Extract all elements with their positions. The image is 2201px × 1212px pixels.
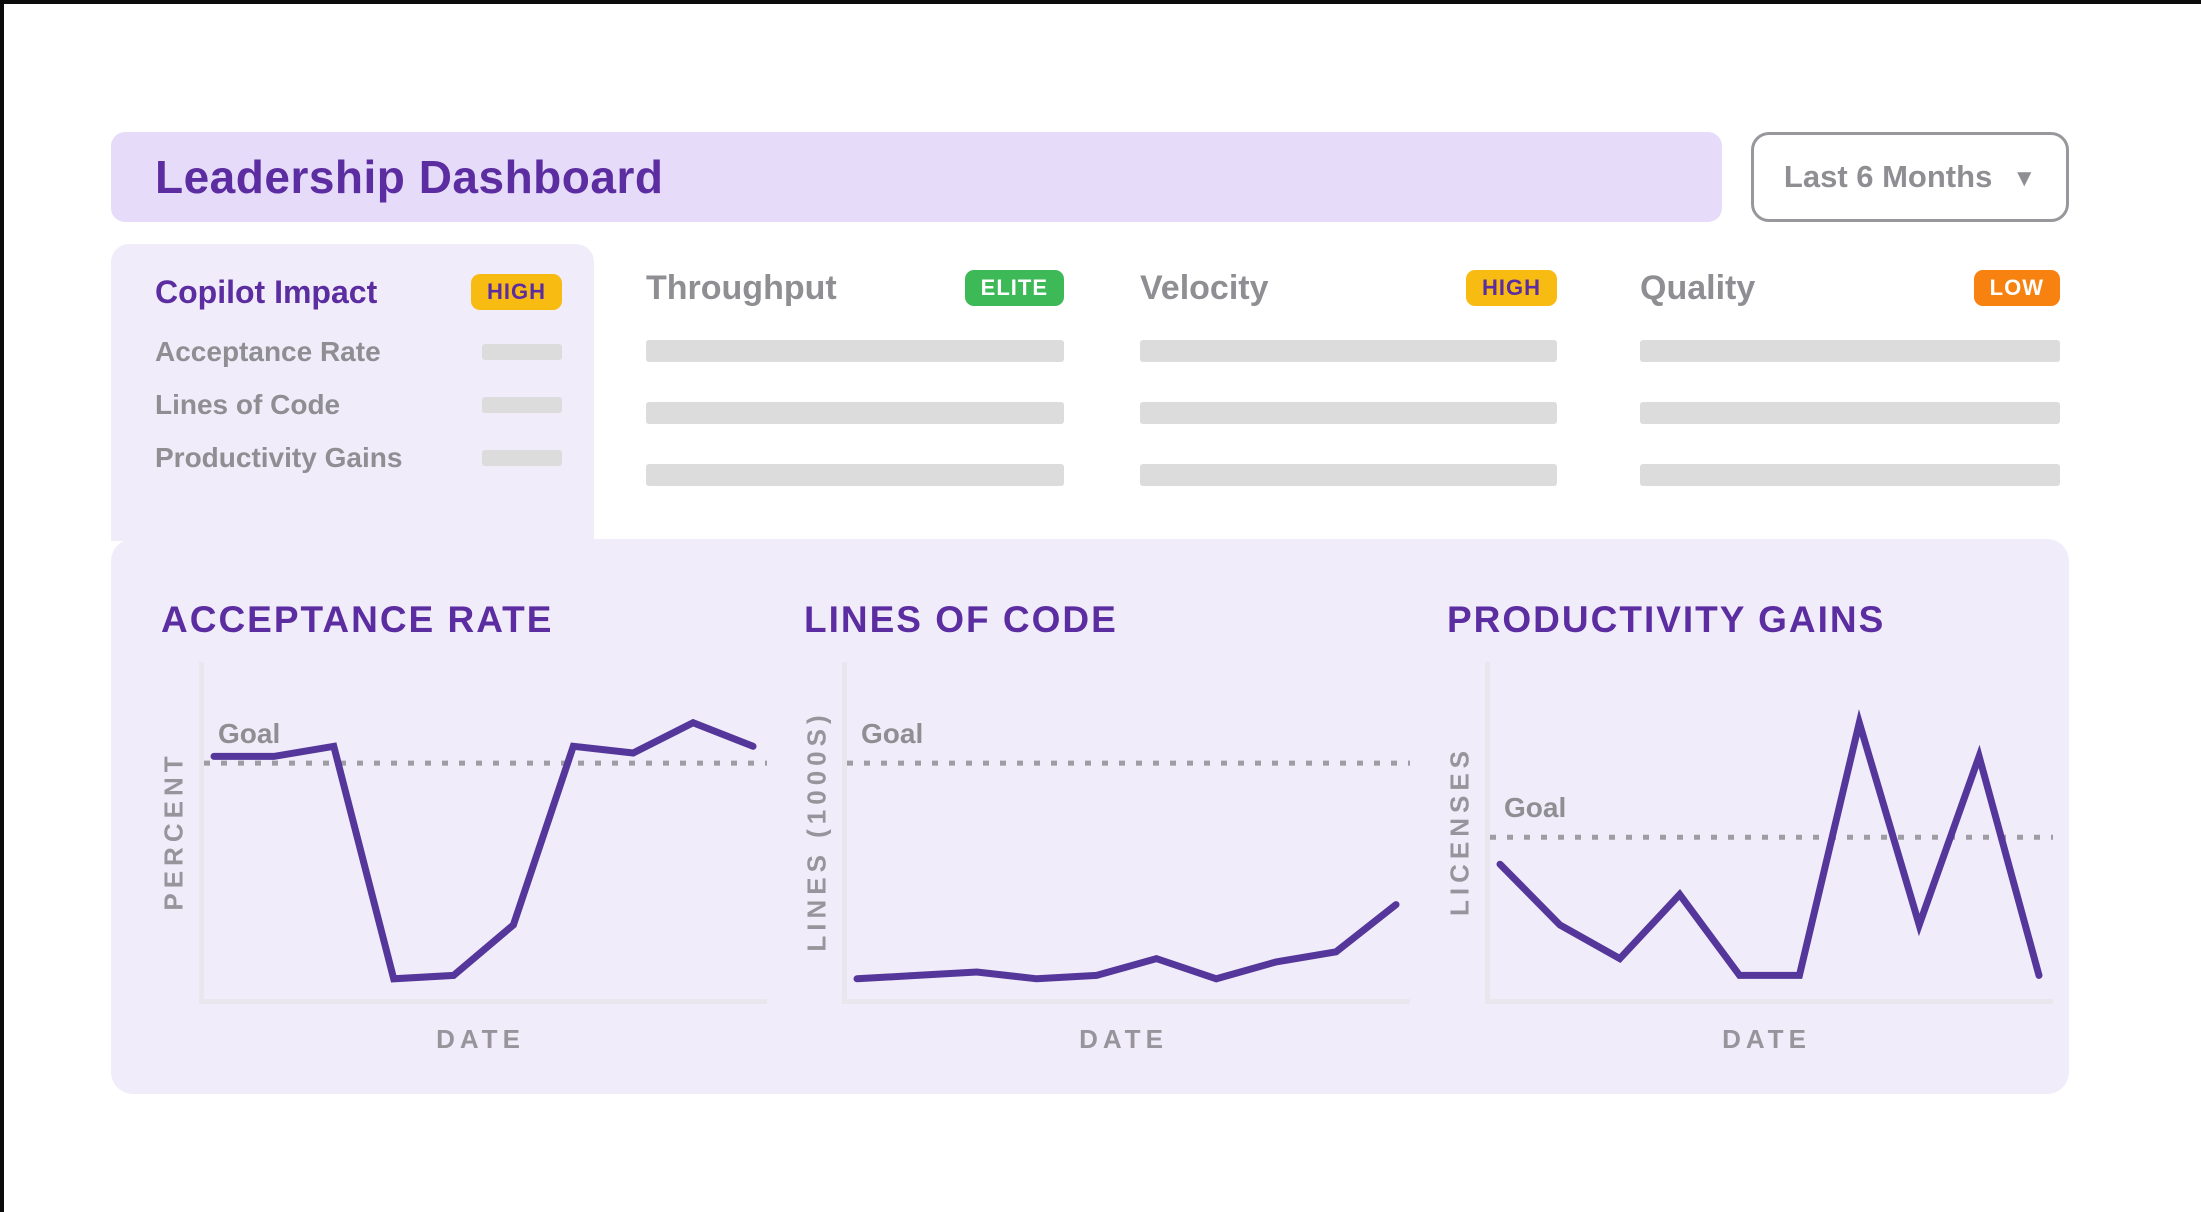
tab-item-label: Lines of Code	[155, 389, 341, 420]
plot-area: Goal PERCENT	[159, 662, 767, 1004]
charts-panel: ACCEPTANCE RATE Goal PERCENT DATE LINES …	[111, 539, 2069, 1094]
skeleton-bar	[1140, 464, 1557, 486]
skeleton-bar	[1140, 402, 1557, 424]
data-series-line	[1496, 709, 2043, 979]
x-axis-label: DATE	[1722, 1024, 1811, 1054]
status-badge-velocity: HIGH	[1466, 269, 1557, 307]
tab-item-acceptance-rate: Acceptance Rate	[155, 336, 562, 367]
time-range-dropdown[interactable]: Last 6 Months ▼	[1751, 132, 2069, 222]
tab-item-productivity-gains: Productivity Gains	[155, 442, 562, 473]
y-axis-label: LINES (1000S)	[801, 709, 832, 952]
skeleton-bar	[482, 450, 562, 466]
skeleton-bar	[1140, 340, 1557, 362]
chart-title: PRODUCTIVITY GAINS	[1447, 599, 1886, 640]
tab-copilot-impact[interactable]: Copilot Impact HIGH Acceptance Rate Line…	[111, 244, 594, 541]
section-velocity[interactable]: Velocity HIGH	[1140, 244, 1557, 486]
time-range-value: Last 6 Months	[1783, 159, 1993, 194]
chart-acceptance-rate: ACCEPTANCE RATE Goal PERCENT DATE	[159, 539, 767, 1094]
section-header: Quality LOW	[1640, 244, 2060, 314]
section-header: Velocity HIGH	[1140, 244, 1557, 314]
section-throughput[interactable]: Throughput ELITE	[646, 244, 1064, 486]
section-quality[interactable]: Quality LOW	[1640, 244, 2060, 486]
skeleton-bar	[646, 402, 1064, 424]
tab-item-label: Productivity Gains	[155, 442, 403, 473]
skeleton-bar	[482, 344, 562, 360]
skeleton-bar	[1640, 402, 2060, 424]
skeleton-bar	[1640, 464, 2060, 486]
y-axis-label: PERCENT	[158, 750, 189, 911]
y-axis-label: LICENSES	[1444, 745, 1475, 916]
skeleton-bar	[482, 397, 562, 413]
line-chart-svg	[204, 718, 767, 983]
goal-label: Goal	[1504, 792, 1567, 824]
tab-header: Copilot Impact HIGH	[155, 270, 562, 314]
x-axis-label: DATE	[1079, 1024, 1168, 1054]
section-header: Throughput ELITE	[646, 244, 1064, 314]
plot-area: Goal LINES (1000S)	[802, 662, 1410, 1004]
section-title: Quality	[1640, 268, 1756, 307]
line-chart-svg	[847, 760, 1410, 983]
data-series-line	[210, 718, 757, 983]
chevron-down-icon: ▼	[2012, 165, 2037, 192]
skeleton-bar	[1640, 340, 2060, 362]
skeleton-bar	[646, 340, 1064, 362]
skeleton-bar	[646, 464, 1064, 486]
data-series-line	[853, 901, 1400, 983]
tab-title: Copilot Impact	[155, 273, 378, 310]
plot-area: Goal LICENSES	[1445, 662, 2053, 1004]
x-axis-label: DATE	[436, 1024, 525, 1054]
chart-productivity-gains: PRODUCTIVITY GAINS Goal LICENSES DATE	[1445, 539, 2053, 1094]
page-title: Leadership Dashboard	[155, 151, 664, 203]
status-badge-copilot-impact: HIGH	[471, 273, 562, 311]
status-badge-throughput: ELITE	[964, 269, 1064, 307]
chart-lines-of-code: LINES OF CODE Goal LINES (1000S) DATE	[802, 539, 1410, 1094]
tab-item-label: Acceptance Rate	[155, 336, 381, 367]
tab-item-lines-of-code: Lines of Code	[155, 389, 562, 420]
goal-label: Goal	[861, 718, 924, 750]
goal-label: Goal	[218, 718, 281, 750]
page-title-banner: Leadership Dashboard	[111, 132, 1722, 222]
line-chart-svg	[1490, 709, 2053, 979]
section-title: Velocity	[1140, 268, 1269, 307]
section-title: Throughput	[646, 268, 837, 307]
status-badge-quality: LOW	[1973, 269, 2060, 307]
chart-title: LINES OF CODE	[804, 599, 1118, 640]
chart-title: ACCEPTANCE RATE	[161, 599, 554, 640]
